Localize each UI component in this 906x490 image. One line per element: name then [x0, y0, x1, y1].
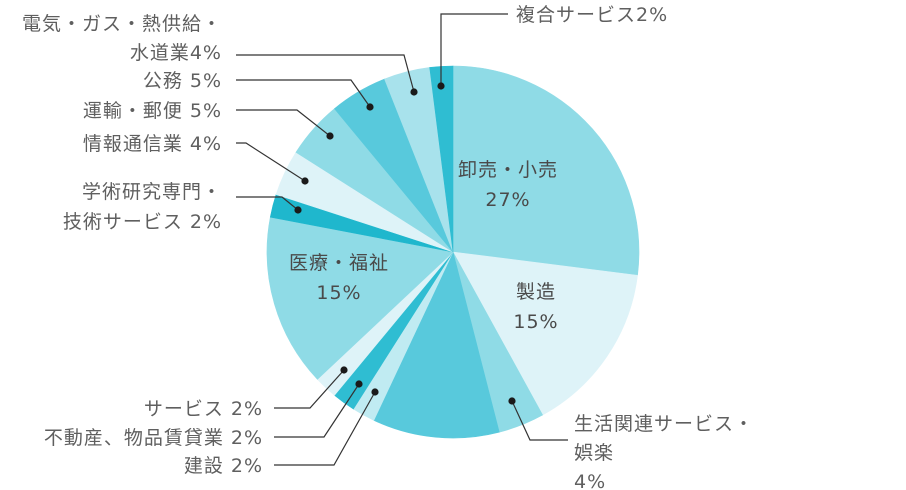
- leader-line-12: [236, 54, 415, 93]
- slice-label-line: サービス 2%: [144, 398, 263, 420]
- slice-label-line: 製造: [516, 281, 556, 303]
- slice-label-13: 複合サービス2%: [516, 4, 668, 26]
- slice-label-4: 建設 2%: [184, 455, 263, 477]
- leader-line-5: [274, 383, 360, 438]
- slice-label-line: 学術研究専門・: [82, 181, 222, 203]
- leader-dot-2: [508, 397, 516, 405]
- slice-label-5: 不動産、物品賃貸業 2%: [44, 427, 263, 449]
- slice-label-line: 技術サービス 2%: [63, 211, 222, 233]
- slice-label-line: 情報通信業 4%: [83, 133, 222, 155]
- leader-line-2: [511, 400, 568, 441]
- slice-label-line: 15%: [316, 282, 361, 304]
- pie-slice-0: [452, 65, 640, 276]
- slice-label-line: 電気・ガス・熱供給・: [22, 13, 222, 35]
- leader-dot-5: [355, 380, 363, 388]
- slice-label-line: 娯楽: [574, 442, 614, 464]
- leader-line-8: [236, 196, 299, 211]
- leader-dot-4: [371, 388, 379, 396]
- leader-dot-12: [410, 88, 418, 96]
- slice-label-line: 生活関連サービス・: [574, 413, 754, 435]
- leader-dot-11: [366, 103, 374, 111]
- slice-label-2: 生活関連サービス・娯楽 4%: [574, 413, 754, 490]
- slice-label-8: 学術研究専門・技術サービス 2%: [63, 181, 222, 233]
- leader-line-6: [274, 369, 345, 409]
- slice-label-line: 4%: [574, 471, 606, 490]
- pie-slice-1: [452, 251, 638, 416]
- slice-label-line: 建設 2%: [184, 455, 263, 477]
- leader-line-13: [440, 13, 508, 86]
- slice-label-line: 15%: [513, 311, 558, 333]
- slice-label-0: 卸売・小売 27%: [458, 159, 558, 211]
- slice-label-12: 電気・ガス・熱供給・水道業4%: [22, 13, 222, 64]
- slice-label-11: 公務 5%: [143, 70, 222, 92]
- pie-slices: [266, 65, 640, 439]
- pie-slice-7: [266, 216, 454, 380]
- slice-label-line: 不動産、物品賃貸業 2%: [44, 427, 263, 449]
- leader-line-4: [274, 391, 376, 466]
- slice-label-6: サービス 2%: [144, 398, 263, 420]
- leader-dot-10: [326, 132, 334, 140]
- leader-dot-9: [301, 177, 309, 185]
- slice-label-10: 運輸・郵便 5%: [83, 100, 222, 122]
- slice-label-line: 27%: [485, 189, 530, 211]
- slice-label-line: 複合サービス2%: [516, 4, 668, 26]
- slice-label-1: 製造 15%: [513, 281, 558, 333]
- leader-line-10: [236, 109, 331, 137]
- leader-dot-6: [340, 366, 348, 374]
- slice-label-9: 情報通信業 4%: [83, 133, 222, 155]
- leader-dot-13: [437, 82, 445, 90]
- leader-line-9: [236, 142, 306, 182]
- slice-label-line: 医療・福祉: [289, 252, 389, 274]
- slice-label-line: 運輸・郵便 5%: [83, 100, 222, 122]
- pie-annotations: 卸売・小売 27% 製造 15% 生活関連サービス・娯楽 4% 建設 2% 不動産、物品賃貸業…: [22, 4, 754, 490]
- leader-dot-8: [294, 206, 302, 214]
- leader-line-11: [236, 79, 371, 108]
- slice-label-7: 医療・福祉 15%: [289, 252, 389, 304]
- slice-label-line: 卸売・小売: [458, 159, 558, 181]
- slice-label-line: 水道業4%: [130, 42, 222, 64]
- pie-slice-3-unlabeled: [373, 251, 500, 439]
- slice-label-line: 公務 5%: [143, 70, 222, 92]
